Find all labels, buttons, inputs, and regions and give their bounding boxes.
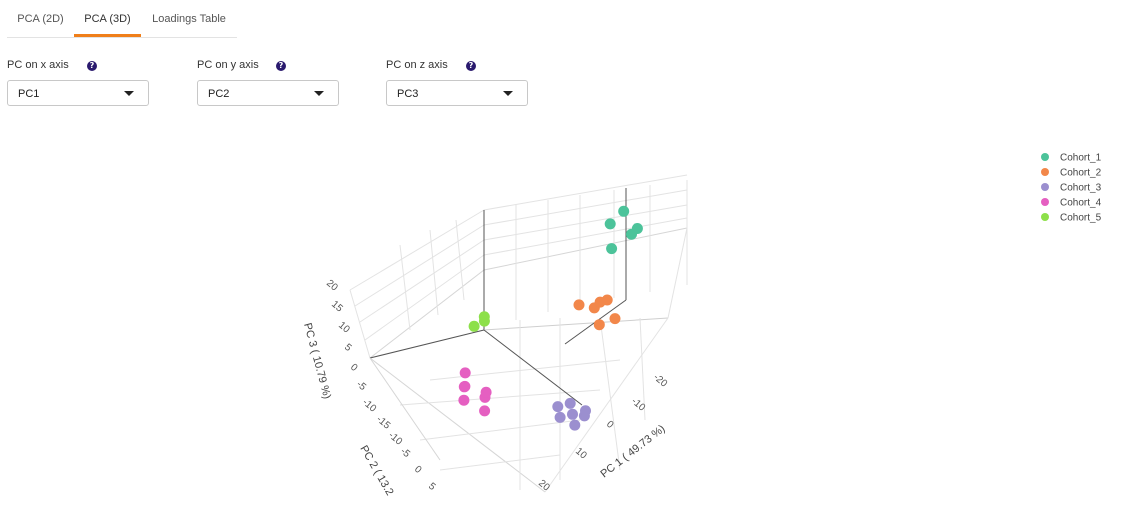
caret-down-icon <box>314 91 324 96</box>
legend-marker[interactable] <box>1041 198 1049 206</box>
x-axis-select[interactable]: PC1 <box>7 80 149 106</box>
data-points <box>458 205 643 431</box>
z-tick-label: 20 <box>324 278 340 294</box>
data-point[interactable] <box>606 243 618 255</box>
data-point[interactable] <box>567 408 578 420</box>
data-point[interactable] <box>593 319 605 331</box>
x-tick-label: 0 <box>604 419 616 431</box>
data-point[interactable] <box>618 205 630 217</box>
data-point[interactable] <box>552 401 564 413</box>
tab-bar: PCA (2D) PCA (3D) Loadings Table <box>7 0 237 38</box>
tab-pca-2d[interactable]: PCA (2D) <box>17 13 64 25</box>
legend-label[interactable]: Cohort_2 <box>1060 168 1102 179</box>
y-axis-label: PC on y axis <box>197 59 259 71</box>
legend-marker[interactable] <box>1041 213 1049 221</box>
x-tick-label: 20 <box>536 478 552 494</box>
data-point[interactable] <box>594 296 606 308</box>
data-point[interactable] <box>478 315 490 327</box>
z-axis-select-value: PC3 <box>397 88 419 100</box>
help-icon[interactable]: ? <box>87 61 97 71</box>
legend-marker[interactable] <box>1041 153 1049 161</box>
z-axis-title: PC 3 ( 10.79 %) <box>301 322 333 401</box>
data-point[interactable] <box>468 320 480 332</box>
x-axis-select-value: PC1 <box>18 88 40 100</box>
legend-label[interactable]: Cohort_1 <box>1060 153 1102 164</box>
data-point[interactable] <box>554 411 566 423</box>
legend-marker[interactable] <box>1041 168 1049 176</box>
z-tick-label: -10 <box>360 397 378 415</box>
x-axis-title: PC 1 ( 49.73 %) <box>598 423 667 481</box>
y-tick-label: 5 <box>426 481 438 493</box>
y-tick-label: -10 <box>386 430 404 448</box>
y-axis-select[interactable]: PC2 <box>197 80 339 106</box>
caret-down-icon <box>124 91 134 96</box>
z-tick-label: 5 <box>342 342 354 354</box>
data-point[interactable] <box>573 299 585 311</box>
data-point[interactable] <box>604 218 616 230</box>
x-tick-label: -20 <box>651 372 669 390</box>
legend: Cohort_1 Cohort_2 Cohort_3 Cohort_4 Cohort_5 <box>1041 153 1102 224</box>
caret-down-icon <box>503 91 513 96</box>
legend-label[interactable]: Cohort_5 <box>1060 213 1102 224</box>
data-point[interactable] <box>626 228 637 240</box>
data-point[interactable] <box>459 367 471 379</box>
y-tick-label: -5 <box>398 446 412 460</box>
legend-label[interactable]: Cohort_3 <box>1060 183 1102 194</box>
data-point[interactable] <box>580 405 591 417</box>
data-point[interactable] <box>459 380 471 392</box>
z-axis-select[interactable]: PC3 <box>386 80 528 106</box>
z-tick-label: -5 <box>354 379 368 393</box>
z-tick-label: 15 <box>329 299 345 315</box>
tab-pca-3d[interactable]: PCA (3D) <box>74 0 141 37</box>
data-point[interactable] <box>458 394 470 406</box>
z-tick-label: 10 <box>336 320 352 336</box>
z-tick-label: 0 <box>348 362 360 374</box>
z-axis-label: PC on z axis <box>386 59 448 71</box>
tab-loadings-table[interactable]: Loadings Table <box>152 13 226 25</box>
data-point[interactable] <box>569 419 581 431</box>
help-icon[interactable]: ? <box>276 61 286 71</box>
legend-label[interactable]: Cohort_4 <box>1060 198 1102 209</box>
grid-lines <box>349 174 688 493</box>
data-point[interactable] <box>564 397 576 409</box>
y-axis-title: PC 2 ( 13.2 <box>357 444 395 498</box>
help-icon[interactable]: ? <box>466 61 476 71</box>
legend-marker[interactable] <box>1041 183 1049 191</box>
y-axis-select-value: PC2 <box>208 88 230 100</box>
data-point[interactable] <box>479 405 491 417</box>
y-tick-label: 0 <box>412 464 424 476</box>
x-axis-label: PC on x axis <box>7 59 69 71</box>
data-point[interactable] <box>480 386 492 398</box>
data-point[interactable] <box>609 313 621 325</box>
y-tick-label: -15 <box>374 414 392 432</box>
